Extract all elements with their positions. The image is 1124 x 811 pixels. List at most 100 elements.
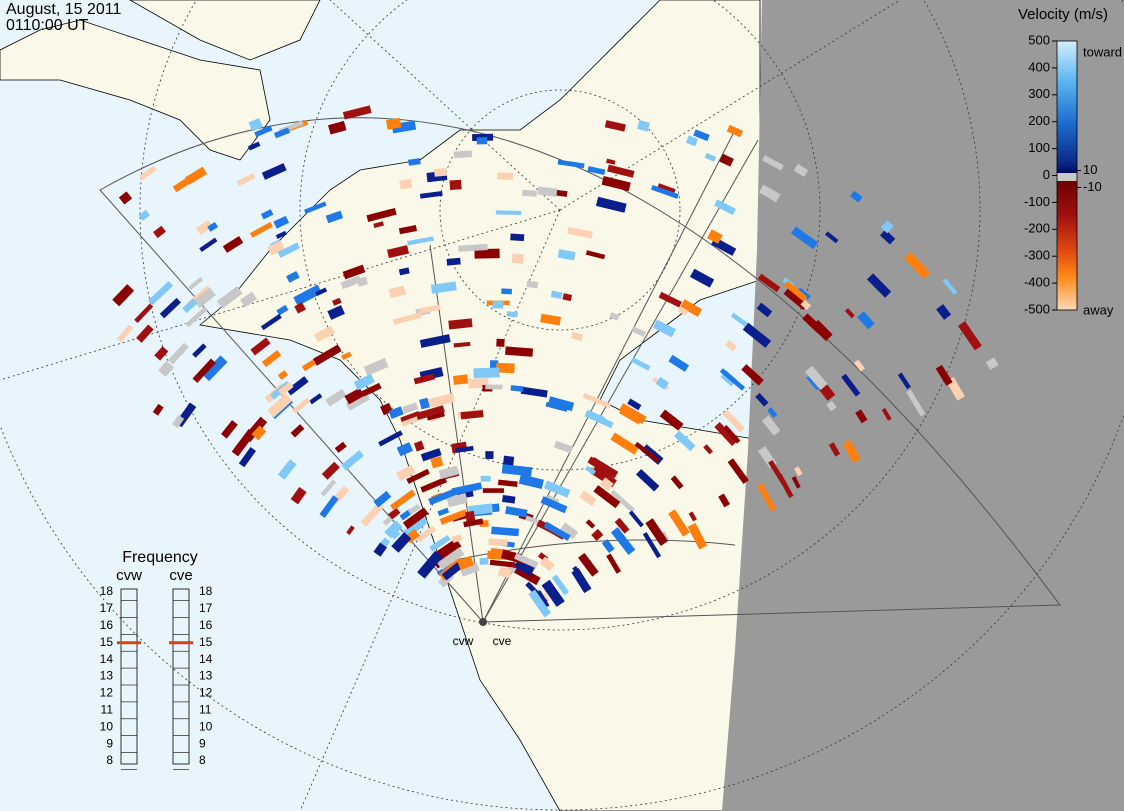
velocity-cell (505, 506, 528, 518)
velocity-cell (407, 236, 434, 246)
velocity-cell (321, 461, 340, 480)
frequency-tick-label: 10 (100, 719, 114, 733)
velocity-cell (353, 373, 375, 391)
velocity-cell (880, 229, 896, 245)
velocity-cell (395, 464, 416, 482)
velocity-cell (658, 291, 682, 308)
velocity-cell (172, 173, 197, 193)
velocity-cell (842, 439, 861, 463)
velocity-cell (690, 268, 715, 288)
velocity-cell (400, 411, 420, 422)
velocity-cell (261, 350, 282, 368)
velocity-cell (278, 381, 294, 396)
velocity-cell (250, 337, 271, 356)
velocity-cell (726, 124, 744, 138)
velocity-cell (430, 281, 457, 294)
velocity-cell (458, 243, 488, 252)
frequency-tick-label: 11 (101, 702, 114, 716)
legend-tick-label: 300 (1028, 86, 1050, 101)
velocity-cell (657, 183, 676, 194)
velocity-cell (935, 364, 953, 386)
velocity-cell (361, 382, 382, 397)
velocity-cell (193, 287, 216, 309)
velocity-cell (553, 440, 574, 454)
velocity-cell (453, 150, 473, 159)
velocity-cell (419, 397, 430, 410)
velocity-cell (501, 464, 533, 477)
velocity-cell (313, 325, 335, 343)
frequency-tick-label: 12 (199, 686, 213, 700)
velocity-cell (850, 190, 863, 203)
velocity-cell (342, 264, 366, 280)
frequency-tick-label: 14 (199, 652, 213, 666)
velocity-cell (551, 574, 570, 596)
velocity-cell (341, 351, 352, 361)
velocity-cell (406, 468, 430, 484)
velocity-cell (319, 495, 339, 518)
velocity-cell (723, 424, 741, 444)
velocity-cell (506, 311, 518, 318)
velocity-cell (688, 511, 697, 522)
velocity-cell (468, 503, 493, 516)
velocity-cell (363, 357, 389, 376)
velocity-cell (398, 267, 410, 276)
velocity-cell (222, 236, 244, 253)
velocity-cell (286, 376, 309, 396)
velocity-cell (455, 445, 474, 453)
velocity-cell (290, 424, 305, 438)
velocity-cell (398, 225, 418, 235)
velocity-cell (757, 273, 781, 293)
velocity-cell (402, 402, 419, 414)
velocity-cell (399, 178, 413, 190)
velocity-cell (373, 221, 384, 228)
velocity-cell (148, 281, 174, 306)
night-region (722, 0, 1124, 811)
velocity-cell (631, 326, 646, 338)
velocity-cell (604, 120, 626, 132)
velocity-cell (578, 552, 599, 577)
velocity-cell (276, 304, 289, 316)
velocity-cell (585, 250, 606, 260)
velocity-cell (182, 298, 198, 313)
velocity-cell (446, 257, 461, 266)
velocity-cell (826, 400, 837, 412)
velocity-cell (707, 229, 723, 244)
velocity-cell (473, 367, 500, 379)
frequency-tick-label: 17 (199, 601, 213, 615)
velocity-cell (388, 406, 404, 420)
velocity-cell (505, 346, 534, 357)
velocity-cell (655, 376, 669, 390)
velocity-cell (202, 355, 228, 382)
velocity-cell (159, 297, 181, 319)
velocity-cell (802, 313, 825, 335)
velocity-cell (139, 165, 157, 181)
velocity-cell (668, 509, 690, 537)
velocity-cell (502, 455, 515, 467)
velocity-cell (413, 373, 436, 385)
velocity-cell (857, 311, 875, 330)
velocity-cell (567, 226, 593, 239)
velocity-cell (756, 302, 773, 318)
velocity-cell (636, 468, 660, 492)
velocity-cell (582, 393, 612, 409)
velocity-cell (540, 496, 568, 514)
velocity-cell (593, 414, 614, 429)
velocity-cells (112, 105, 999, 618)
velocity-cell (793, 163, 809, 177)
velocity-cell (866, 273, 892, 298)
velocity-cell (673, 430, 696, 452)
velocity-cell (345, 392, 370, 411)
velocity-cell (825, 231, 839, 244)
velocity-cell (420, 477, 448, 493)
velocity-cell (828, 442, 841, 457)
velocity-cell (196, 220, 213, 235)
velocity-cell (453, 341, 471, 348)
legend-tick-label: 100 (1028, 140, 1050, 155)
velocity-cell (797, 287, 811, 300)
velocity-cell (273, 215, 290, 229)
velocity-cell (290, 486, 307, 505)
velocity-cell (844, 308, 855, 319)
frequency-column (120, 588, 138, 765)
radar-name: cve (169, 567, 192, 584)
velocity-cell (172, 414, 185, 429)
